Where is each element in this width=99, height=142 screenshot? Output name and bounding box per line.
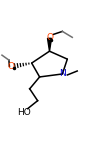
Text: O: O xyxy=(47,33,54,42)
Polygon shape xyxy=(48,38,51,51)
Text: N: N xyxy=(59,69,66,79)
Text: HO: HO xyxy=(17,108,31,117)
Text: O: O xyxy=(8,62,15,71)
